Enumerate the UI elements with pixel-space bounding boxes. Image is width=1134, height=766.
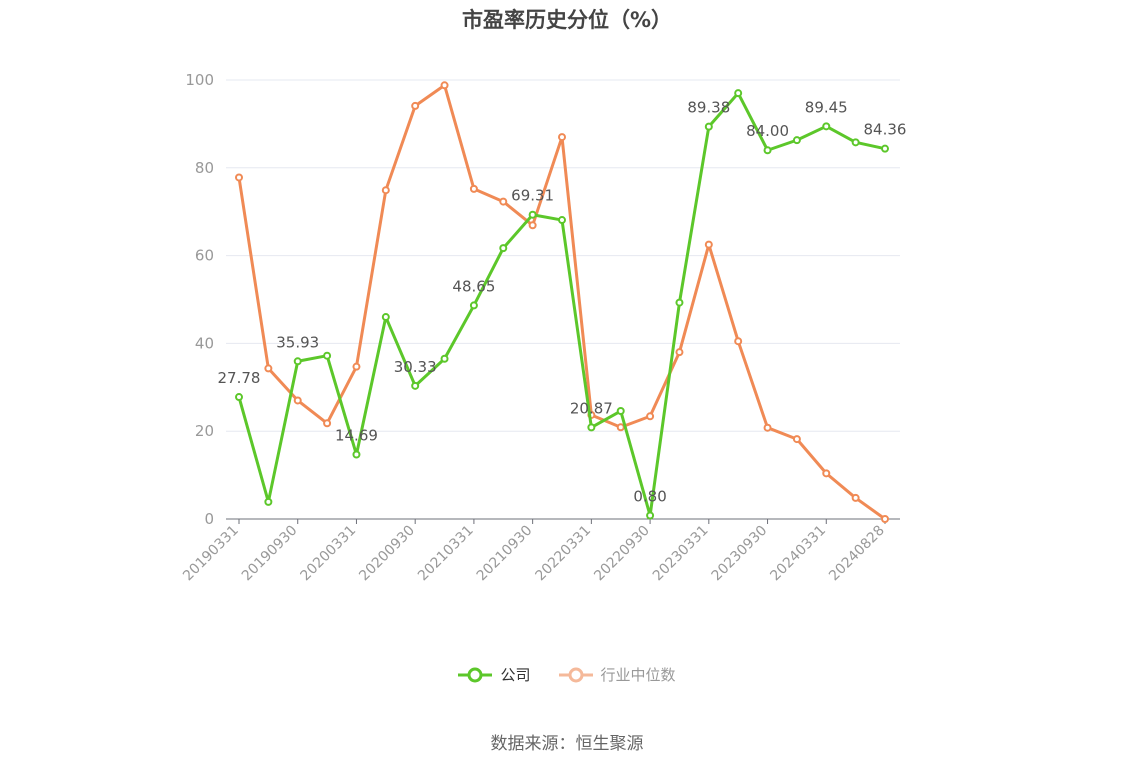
x-tick-label: 20210331 [415, 523, 477, 585]
legend-company-marker-icon [458, 667, 493, 682]
data-point-company [822, 122, 831, 131]
data-point-company [381, 313, 390, 322]
y-tick-label: 60 [195, 247, 214, 265]
data-point-company [734, 89, 743, 98]
data-point-company [558, 216, 566, 225]
data-point-company [587, 423, 596, 432]
grid-lines [226, 79, 900, 432]
data-point-industry [352, 362, 361, 371]
y-tick-label: 0 [204, 510, 214, 528]
data-label: 48.65 [452, 277, 495, 295]
data-label: 20.87 [570, 399, 613, 417]
y-tick-label: 40 [195, 334, 214, 352]
x-axis: 2019033120190930202003312020093020210331… [180, 518, 900, 585]
y-axis: 0 20 40 60 80 100 [185, 71, 214, 528]
x-tick-label: 20220331 [532, 523, 594, 585]
data-point-industry [528, 221, 537, 230]
data-point-company [763, 146, 772, 155]
y-tick-label: 100 [185, 71, 214, 89]
data-point-company [851, 138, 860, 147]
data-label: 27.78 [218, 369, 261, 387]
x-tick-label: 20190930 [239, 523, 301, 585]
data-source: 数据来源：恒生聚源 [490, 734, 644, 754]
x-tick-label: 20200331 [298, 523, 360, 585]
data-point-industry [323, 419, 332, 428]
data-point-industry [616, 423, 625, 432]
y-tick-label: 20 [195, 422, 214, 440]
data-point-industry [675, 348, 684, 357]
data-point-company [293, 357, 302, 366]
data-label: 69.31 [511, 187, 554, 205]
data-point-industry [792, 435, 801, 444]
data-point-company [323, 351, 332, 360]
data-point-industry [499, 197, 508, 206]
data-label: 89.45 [805, 98, 848, 116]
data-point-company [616, 407, 625, 416]
data-label: 84.36 [864, 121, 907, 139]
x-tick-label: 20190331 [180, 523, 242, 585]
data-point-company [704, 122, 713, 131]
x-tick-label: 20240828 [826, 523, 888, 585]
x-tick-label: 20210930 [474, 523, 536, 585]
data-label: 30.33 [394, 358, 437, 376]
data-point-industry [264, 364, 273, 373]
data-point-company [352, 450, 361, 459]
x-tick-label: 20230930 [709, 523, 771, 585]
y-tick-label: 80 [195, 159, 214, 177]
x-tick-label: 20240331 [767, 523, 829, 585]
data-point-industry [881, 515, 889, 523]
data-point-company [264, 497, 273, 506]
data-label: 14.69 [335, 427, 378, 445]
legend-item-industry[interactable]: 行业中位数 [558, 664, 676, 685]
data-label: 84.00 [746, 122, 789, 140]
data-labels-layer: 27.78 35.93 14.69 30.33 48.65 69.31 20.87 0.80 8… [218, 98, 907, 505]
data-point-industry [734, 337, 743, 346]
data-point-company [235, 393, 243, 402]
data-point-company [881, 144, 889, 153]
data-point-company [411, 381, 420, 390]
chart-title: 市盈率历史分位（%） [461, 8, 673, 32]
data-point-industry [851, 493, 860, 502]
x-tick-label: 20200930 [356, 523, 418, 585]
legend-company-label: 公司 [500, 666, 531, 684]
data-label: 89.38 [687, 99, 730, 117]
x-tick-label: 20220930 [591, 523, 653, 585]
legend-item-company[interactable]: 公司 [458, 664, 531, 685]
data-label: 35.93 [276, 333, 319, 351]
data-point-industry [704, 240, 713, 249]
data-point-company [646, 511, 655, 520]
data-point-industry [440, 81, 449, 90]
data-point-industry [235, 173, 243, 182]
legend-industry-label: 行业中位数 [600, 666, 676, 684]
series-line-industry [237, 83, 886, 521]
data-point-company [440, 354, 449, 363]
data-label: 0.80 [633, 487, 666, 505]
data-point-industry [469, 184, 478, 193]
data-point-industry [763, 423, 772, 432]
data-point-company [675, 298, 684, 307]
data-point-industry [822, 469, 831, 478]
legend-industry-marker-icon [558, 667, 593, 682]
series-line-company [237, 91, 886, 517]
legend: 公司 行业中位数 [0, 664, 1134, 685]
data-point-industry [558, 133, 566, 142]
data-point-industry [411, 101, 420, 110]
data-point-industry [646, 412, 655, 421]
x-tick-label: 20230331 [650, 523, 712, 585]
series-layer [235, 81, 889, 523]
data-point-industry [293, 396, 302, 405]
data-point-company [499, 244, 508, 253]
data-point-company [469, 301, 478, 310]
data-point-company [792, 136, 801, 145]
data-point-company [528, 210, 537, 219]
data-point-industry [381, 186, 390, 195]
